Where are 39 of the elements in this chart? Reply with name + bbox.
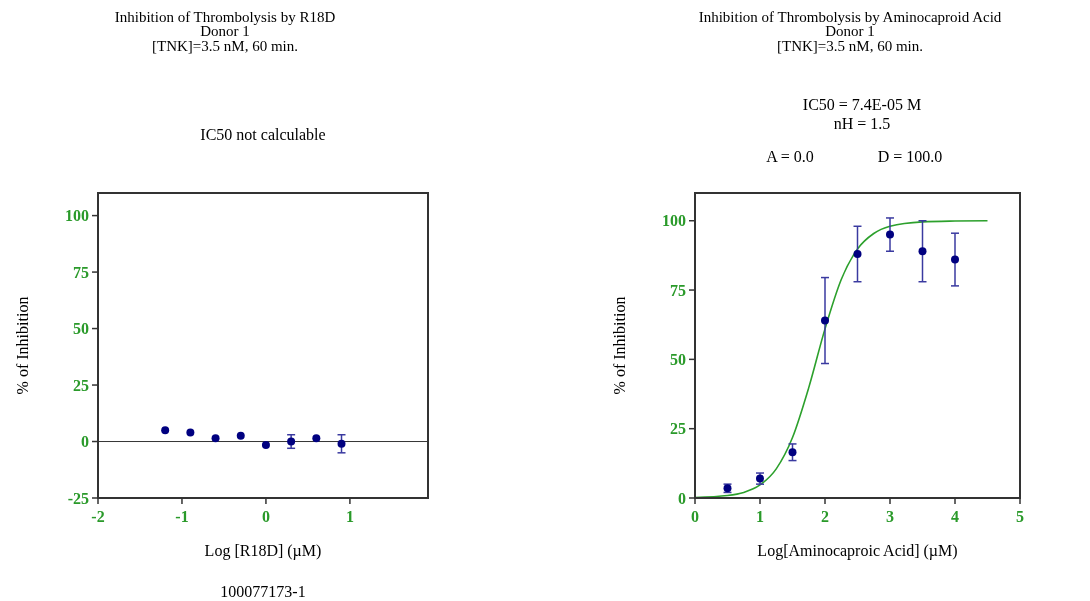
y-tick-label: 100 [65, 207, 89, 225]
x-axis-title: Log [R18D] (µM) [204, 542, 322, 560]
y-tick-label: 0 [678, 489, 686, 507]
x-tick-label: 0 [691, 508, 699, 525]
y-tick-label: 50 [670, 350, 686, 368]
x-axis-title: Log[Aminocaproic Acid] (µM) [757, 542, 958, 560]
y-tick-label: -25 [67, 489, 89, 507]
point [951, 255, 959, 264]
text: IC50 not calculable [200, 126, 326, 143]
x-tick-label: 1 [345, 508, 354, 525]
x-tick-label: 5 [1016, 508, 1024, 525]
point [821, 316, 829, 325]
y-tick-label: 75 [670, 281, 686, 299]
y-tick-label: 25 [670, 420, 686, 438]
point [788, 448, 797, 457]
text: IC50 = 7.4E-05 M [802, 96, 922, 113]
y-axis-title: % of Inhibition [14, 296, 31, 395]
x-tick-label: 2 [821, 508, 829, 525]
point [853, 250, 862, 258]
chart-title: Inhibition of Thrombolysis by R18D [114, 9, 336, 25]
text: 100077173-1 [220, 583, 306, 600]
chart-title: Inhibition of Thrombolysis by Aminocaproid Acid [698, 9, 1002, 25]
text: D = 100.0 [877, 148, 943, 165]
x-tick-label: -2 [91, 508, 105, 525]
x-tick-label: 4 [951, 508, 959, 525]
point [918, 247, 927, 256]
y-tick-label: 100 [662, 212, 686, 230]
y-tick-label: 75 [73, 263, 89, 281]
y-axis-title: % of Inhibition [611, 296, 628, 395]
y-tick-label: 50 [73, 320, 89, 338]
y-tick-label: 25 [73, 376, 89, 394]
x-tick-label: 0 [261, 508, 270, 525]
x-tick-label: -1 [175, 508, 189, 525]
x-tick-label: 1 [756, 508, 764, 525]
text: A = 0.0 [766, 148, 814, 165]
x-tick-label: 3 [886, 508, 894, 525]
text: nH = 1.5 [833, 115, 891, 132]
point [886, 230, 894, 239]
y-tick-label: 0 [81, 433, 89, 451]
